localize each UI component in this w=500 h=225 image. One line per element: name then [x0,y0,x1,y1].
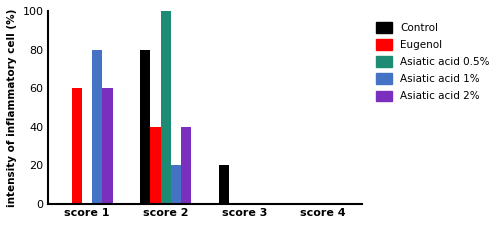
Y-axis label: intensity of inflammatory cell (%): intensity of inflammatory cell (%) [7,8,17,207]
Bar [92,50,102,204]
Bar [219,165,229,204]
Bar [160,11,171,204]
Legend: Control, Eugenol, Asiatic acid 0.5%, Asiatic acid 1%, Asiatic acid 2%: Control, Eugenol, Asiatic acid 0.5%, Asi… [374,20,492,104]
Bar [150,127,160,204]
Bar [171,165,181,204]
Bar [181,127,192,204]
Bar [140,50,150,204]
Bar [102,88,113,204]
Bar [72,88,82,204]
